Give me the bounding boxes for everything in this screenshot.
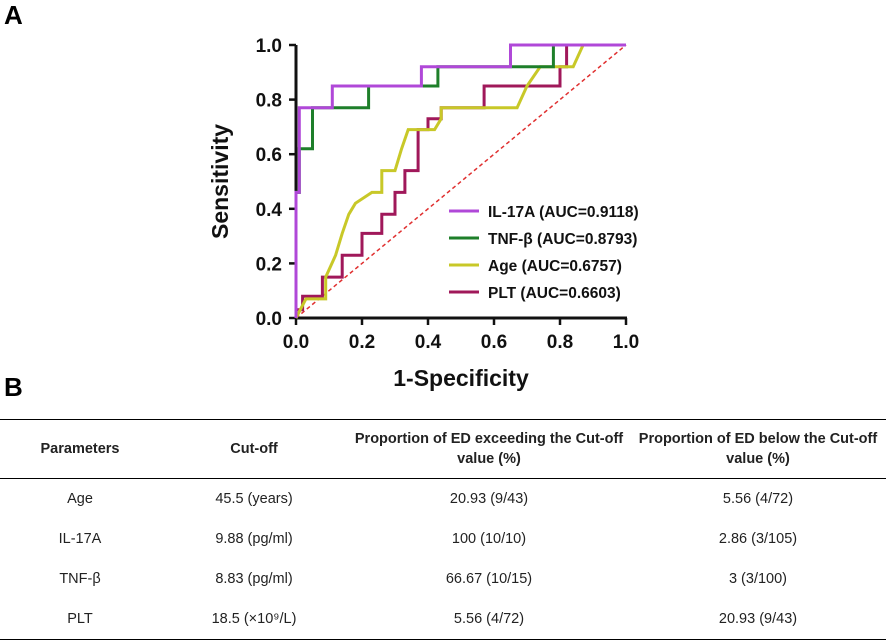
roc-chart: 0.0 0.2 0.4 0.6 0.8 1.0 0.0 0.2 0.4 0.6 0.8 1.0 1-Sp…: [207, 36, 639, 391]
table-cell: 8.83 (pg/ml): [215, 571, 293, 587]
table-cell: IL-17A: [58, 531, 102, 547]
panel-label-b: B: [4, 372, 23, 402]
reference-diagonal-line: [295, 44, 627, 319]
table-cell: 18.5 (×10⁹/L): [211, 611, 297, 627]
table-row: PLT 18.5 (×10⁹/L) 5.56 (4/72) 20.93 (9/4…: [0, 599, 886, 640]
table-cell: 3 (3/100): [728, 571, 788, 587]
y-axis-title: Sensitivity: [207, 124, 233, 239]
y-tick-label: 0.4: [256, 200, 283, 221]
roc-curve-il17a: [294, 43, 626, 318]
column-header-exceeding: Proportion of ED exceeding the Cut-off v…: [354, 431, 624, 467]
roc-curve-age: [294, 43, 626, 319]
y-tick-label: 0.0: [256, 309, 282, 330]
table-row: IL-17A 9.88 (pg/ml) 100 (10/10) 2.86 (3/…: [0, 519, 886, 559]
table-cell: 20.93 (9/43): [718, 611, 798, 627]
table-row: Age 45.5 (years) 20.93 (9/43) 5.56 (4/72…: [0, 479, 886, 520]
x-axis-title: 1-Specificity: [393, 365, 529, 391]
table-cell: 100 (10/10): [451, 531, 527, 547]
x-tick-label: 0.4: [415, 332, 442, 353]
legend-label: PLT (AUC=0.6603): [488, 285, 621, 302]
table-cell: 20.93 (9/43): [449, 491, 529, 507]
roc-curve-plt: [294, 43, 626, 318]
y-tick-label: 0.6: [256, 145, 282, 166]
table-cell: Age: [67, 491, 93, 507]
table-cell: 5.56 (4/72): [453, 611, 525, 627]
table-cell: 2.86 (3/105): [718, 531, 798, 547]
table-cell: 45.5 (years): [215, 491, 293, 507]
x-tick-label: 0.0: [283, 332, 309, 353]
column-header-below: Proportion of ED below the Cut-off value…: [638, 431, 878, 467]
table-cell: TNF-β: [59, 571, 101, 587]
y-tick-label: 0.2: [256, 254, 282, 275]
x-tick-label: 0.2: [349, 332, 375, 353]
table-row: TNF-β 8.83 (pg/ml) 66.67 (10/15) 3 (3/10…: [0, 559, 886, 599]
column-header-parameters: Parameters: [40, 441, 120, 457]
y-tick-label: 0.8: [256, 91, 282, 112]
table-cell: 9.88 (pg/ml): [215, 531, 293, 547]
table-cell: PLT: [67, 611, 93, 627]
table-cell: 5.56 (4/72): [722, 491, 794, 507]
x-tick-label: 1.0: [613, 332, 639, 353]
table-cell: 66.67 (10/15): [445, 571, 533, 587]
legend-label: IL-17A (AUC=0.9118): [488, 204, 639, 221]
legend-label: TNF-β (AUC=0.8793): [488, 231, 637, 248]
legend-label: Age (AUC=0.6757): [488, 258, 622, 275]
y-tick-label: 1.0: [256, 36, 282, 57]
table-header-row: Parameters Cut-off Proportion of ED exce…: [0, 419, 886, 479]
column-header-cutoff: Cut-off: [230, 441, 278, 457]
cutoff-table: Parameters Cut-off Proportion of ED exce…: [0, 419, 886, 640]
x-tick-label: 0.8: [547, 332, 573, 353]
x-tick-label: 0.6: [481, 332, 507, 353]
panel-label-a: A: [4, 0, 23, 30]
